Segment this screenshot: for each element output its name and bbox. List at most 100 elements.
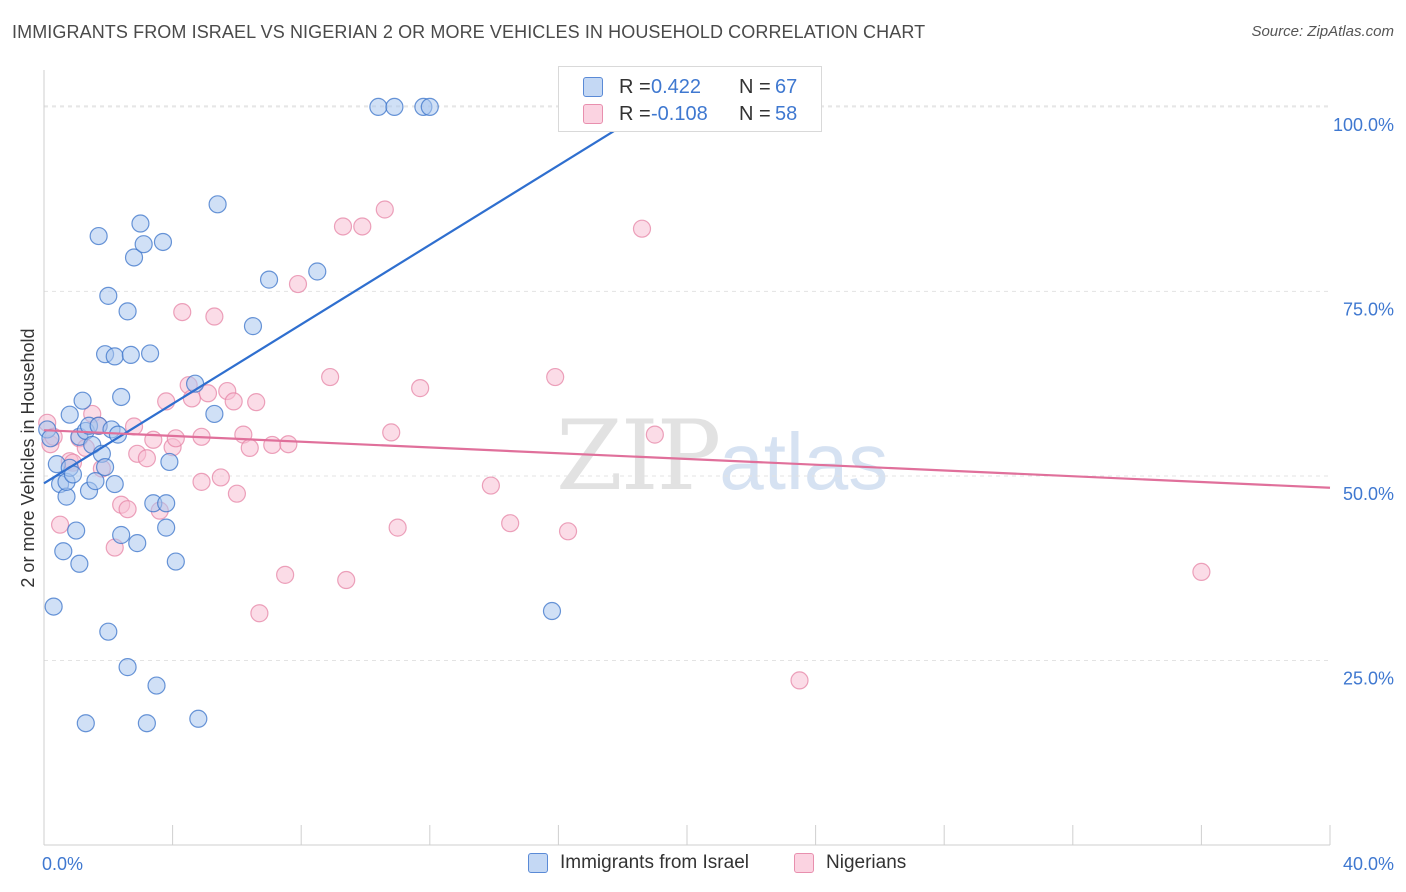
israel-point [70, 554, 89, 573]
israel-point [243, 317, 263, 336]
nigerians-legend-swatch [794, 853, 814, 873]
nigerians-r-value: -0.108 [651, 102, 708, 125]
source-label: Source: ZipAtlas.com [1251, 23, 1394, 40]
israel-point [160, 452, 179, 472]
y-axis-label: 2 or more Vehicles in Household [18, 328, 38, 587]
israel-point [124, 248, 144, 267]
israel-point [308, 262, 327, 281]
bottom-legend-nigerians: Nigerians [794, 852, 906, 874]
nigerian-point [173, 302, 192, 322]
nigerian-point [118, 500, 137, 519]
israel-point [542, 601, 562, 621]
bottom-legend-israel: Immigrants from Israel [528, 852, 749, 874]
nigerian-point [333, 217, 353, 236]
nigerians-n-value: 58 [775, 102, 798, 125]
israel-point [385, 97, 404, 117]
nigerians-legend-label: Nigerians [826, 852, 907, 873]
israel-point [147, 676, 166, 695]
israel-legend-label: Immigrants from Israel [560, 852, 749, 873]
israel-point [99, 622, 118, 641]
israel-point [166, 552, 185, 571]
israel-n-label: N = [739, 75, 771, 98]
nigerian-point [388, 518, 407, 537]
israel-point [369, 97, 388, 117]
nigerian-point [353, 217, 372, 236]
israel-point [134, 235, 153, 254]
israel-point [140, 344, 160, 363]
israel-point [118, 658, 137, 677]
nigerian-point [1192, 562, 1211, 582]
nigerian-point [250, 604, 269, 623]
chart-title: IMMIGRANTS FROM ISRAEL VS NIGERIAN 2 OR … [12, 22, 926, 42]
x-tick-label: 0.0% [42, 854, 83, 874]
israel-point [205, 404, 224, 424]
watermark: ZIPatlas [556, 400, 888, 512]
nigerian-point [288, 274, 308, 294]
israel-n-value: 67 [775, 75, 798, 98]
nigerian-point [137, 449, 156, 468]
israel-point [189, 709, 208, 728]
nigerians-n-label: N = [739, 102, 771, 125]
nigerian-point [321, 367, 340, 387]
israel-legend-swatch [528, 853, 548, 873]
nigerian-point [337, 570, 356, 590]
israel-point [259, 270, 279, 289]
israel-r-value: 0.422 [651, 75, 702, 98]
nigerian-point [211, 468, 230, 487]
nigerian-point [411, 379, 430, 398]
x-tick-label: 40.0% [1343, 854, 1394, 874]
israel-point [89, 226, 108, 246]
israel-point [105, 474, 124, 494]
israel-point [60, 405, 79, 424]
israel-r-label: R = [619, 75, 651, 98]
israel-point [67, 521, 86, 540]
israel-point [86, 472, 105, 491]
nigerian-point [279, 435, 298, 454]
nigerian-point [558, 522, 578, 541]
israel-point [157, 494, 176, 513]
nigerian-point [546, 367, 565, 387]
nigerian-point [247, 393, 266, 412]
nigerian-point [790, 671, 809, 690]
nigerians-r-label: R = [619, 102, 651, 125]
israel-point [128, 534, 147, 553]
nigerian-point [227, 484, 246, 503]
israel-point [105, 347, 124, 366]
israel-point [420, 97, 439, 117]
nigerian-point [632, 219, 652, 238]
y-tick-label: 100.0% [1333, 115, 1394, 135]
israel-point [137, 714, 156, 733]
israel-point [112, 525, 131, 545]
nigerian-point [166, 429, 185, 448]
y-tick-label: 25.0% [1343, 668, 1394, 688]
israel-point [73, 391, 92, 410]
israel-trend-line [43, 94, 672, 485]
israel-point [131, 214, 150, 233]
nigerian-trend-line [43, 429, 1331, 489]
israel-point [112, 387, 131, 407]
nigerian-point [375, 200, 394, 219]
nigerian-point [382, 423, 401, 442]
correlation-legend: R = 0.422 N = 67 R = -0.108 N = 58 [558, 66, 822, 132]
nigerian-point [263, 435, 282, 455]
nigerian-point [50, 515, 70, 534]
israel-point [95, 457, 115, 477]
israel-point [208, 195, 227, 214]
israel-point [54, 542, 73, 561]
nigerian-point [501, 514, 520, 533]
israel-point [153, 232, 173, 252]
legend-row-israel: R = 0.422 N = 67 [583, 74, 797, 100]
y-tick-label: 50.0% [1343, 484, 1394, 504]
israel-point [41, 429, 60, 448]
nigerian-point [192, 472, 211, 491]
nigerian-point [645, 425, 664, 444]
israel-point [44, 597, 63, 616]
israel-swatch [583, 77, 603, 97]
legend-row-nigerians: R = -0.108 N = 58 [583, 101, 797, 127]
nigerian-point [224, 392, 243, 411]
nigerian-point [205, 307, 224, 326]
nigerian-point [481, 476, 500, 495]
nigerian-point [198, 384, 218, 403]
israel-point [157, 518, 176, 537]
